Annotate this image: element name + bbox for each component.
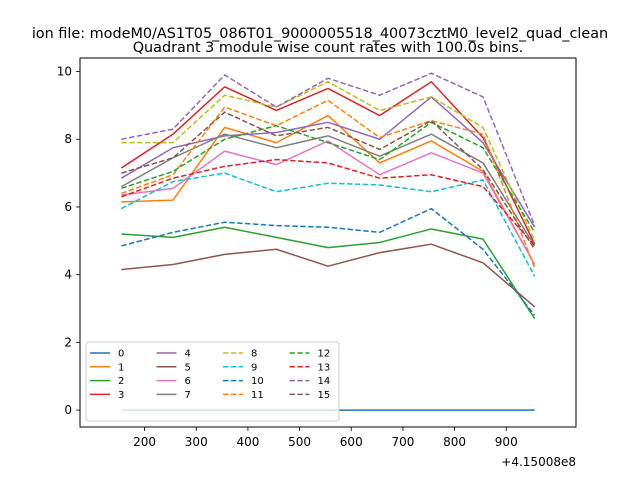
plot-frame: [79, 57, 577, 428]
x-tick-label: 400: [236, 435, 259, 449]
x-tick-label: 800: [443, 435, 466, 449]
x-tick-label: 700: [391, 435, 414, 449]
legend-label-14: 14: [318, 376, 331, 387]
y-tick-label: 4: [64, 268, 72, 282]
series-line-14: [121, 72, 536, 226]
series-line-4: [120, 96, 536, 228]
legend-label-4: 4: [185, 349, 191, 360]
legend-label-6: 6: [185, 376, 191, 387]
y-tick-label: 8: [64, 132, 72, 146]
legend-label-11: 11: [251, 390, 264, 401]
series-line-8: [121, 80, 536, 242]
series-line-6: [121, 140, 536, 265]
y-tick-label: 0: [64, 403, 72, 417]
legend-label-2: 2: [118, 376, 124, 387]
legend-label-1: 1: [118, 362, 124, 373]
legend-label-5: 5: [185, 362, 191, 373]
series-line-10: [121, 207, 536, 316]
series-line-13: [121, 158, 536, 247]
series-line-5: [121, 243, 536, 308]
series-line-12: [121, 121, 536, 233]
figure-suptitle: ion file: modeM0/AS1T05_086T01_900000551…: [32, 26, 608, 42]
series-line-7: [120, 133, 536, 247]
legend-label-8: 8: [251, 349, 257, 360]
y-tick-label: 2: [64, 335, 72, 349]
legend-label-0: 0: [118, 349, 124, 360]
legend-label-12: 12: [318, 349, 331, 360]
x-tick-label: 600: [340, 435, 363, 449]
series-line-2: [121, 226, 536, 320]
legend-label-13: 13: [318, 362, 331, 373]
legend-label-7: 7: [185, 390, 191, 401]
x-tick-label: 900: [495, 435, 518, 449]
legend-label-3: 3: [118, 390, 124, 401]
series-line-15: [121, 111, 536, 250]
x-offset-label: +4.15008e8: [501, 455, 576, 469]
chart-title: Quadrant 3 module wise count rates with …: [133, 40, 524, 56]
legend-label-9: 9: [251, 362, 257, 373]
x-tick-label: 300: [185, 435, 208, 449]
legend-label-10: 10: [251, 376, 264, 387]
x-tick-label: 200: [133, 435, 156, 449]
series-line-9: [120, 172, 536, 277]
legend-box: [85, 341, 340, 422]
y-tick-label: 6: [64, 200, 72, 214]
series-line-3: [120, 80, 536, 245]
legend-label-15: 15: [318, 390, 331, 401]
y-tick-label: 10: [57, 65, 72, 79]
x-tick-label: 500: [288, 435, 311, 449]
series-line-11: [121, 99, 536, 269]
